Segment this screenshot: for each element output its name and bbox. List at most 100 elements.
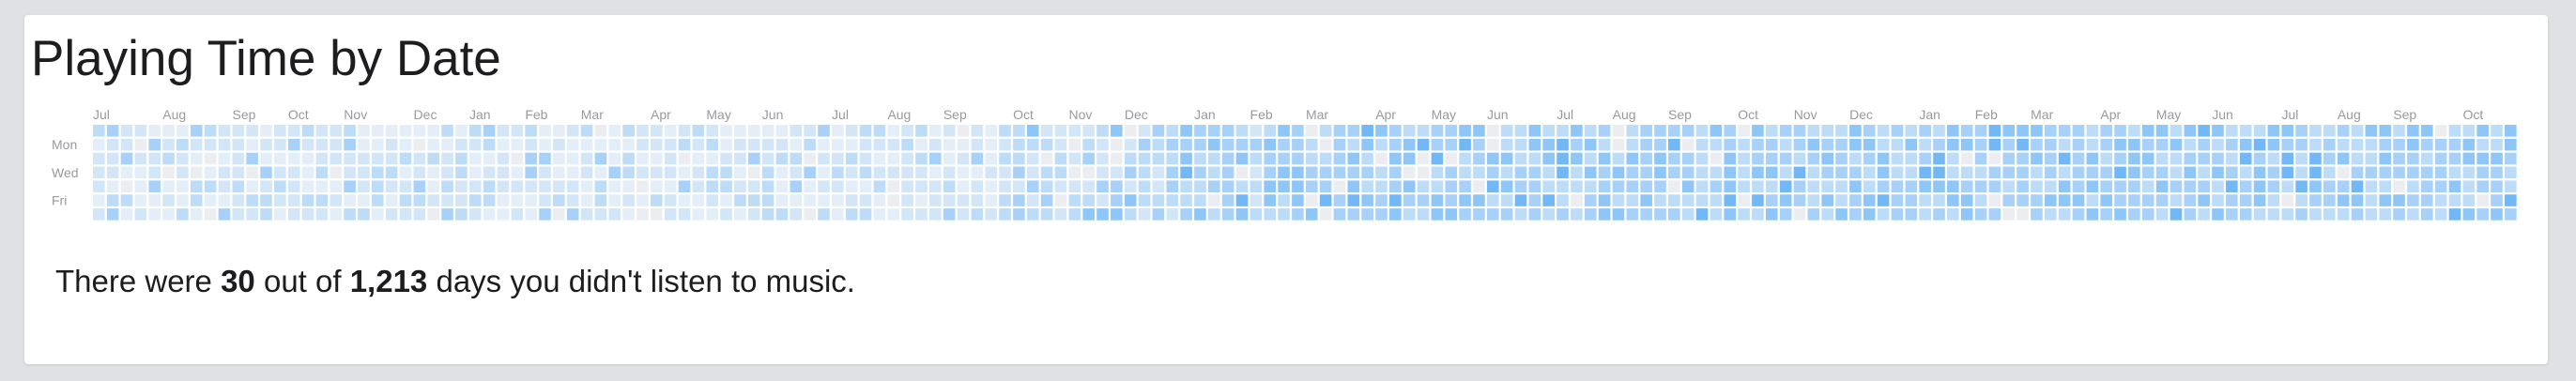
heatmap-cell [2365,180,2378,192]
month-label: Feb [1975,107,1998,122]
heatmap-cell [1891,194,1904,206]
heatmap-cell [1040,208,1053,221]
heatmap-cell [1835,208,1848,221]
heatmap-cell [1417,166,1430,179]
heatmap-cell [190,125,203,137]
heatmap-cell [915,138,928,151]
heatmap-cell [274,208,286,221]
heatmap-cell [1333,125,1346,137]
heatmap-cell [594,180,607,192]
heatmap-cell [1849,180,1862,192]
heatmap-cell [120,180,133,192]
heatmap-cell [1598,138,1611,151]
chart-title: Playing Time by Date [31,31,501,86]
month-label: Aug [887,107,911,122]
heatmap-cell [985,194,997,206]
heatmap-cell [204,194,217,206]
heatmap-cell [678,125,691,137]
heatmap-cell [580,194,593,206]
heatmap-cell [929,152,942,165]
heatmap-cell [2226,180,2238,192]
heatmap-cell [1556,166,1569,179]
heatmap-cell [399,180,412,192]
heatmap-cell [2184,125,2197,137]
heatmap-cell [427,152,439,165]
heatmap-cell [106,208,119,221]
heatmap-cell [1389,208,1402,221]
heatmap-cell [1584,152,1597,165]
heatmap-cell [1389,166,1402,179]
heatmap-cell [1124,152,1137,165]
heatmap-cell [2281,180,2294,192]
heatmap-cell [747,125,760,137]
heatmap-cell [2323,125,2336,137]
heatmap-cell [1681,152,1694,165]
heatmap-cell [1863,138,1876,151]
heatmap-cell [1974,152,1987,165]
heatmap-cell [1487,166,1499,179]
heatmap-cell [1905,208,1918,221]
heatmap-cell [2031,138,2043,151]
heatmap-cell [1571,138,1583,151]
heatmap-cell [915,125,928,137]
heatmap-cell [1584,180,1597,192]
heatmap-cell [1779,208,1792,221]
heatmap-cell [2086,152,2099,165]
heatmap-cell [566,180,579,192]
heatmap-cell [1292,152,1304,165]
heatmap-cell [511,166,524,179]
heatmap-cell [2420,180,2433,192]
heatmap-cell [901,152,913,165]
heatmap-cell [1194,125,1206,137]
heatmap-cell [566,152,579,165]
heatmap-cell [1166,194,1179,206]
heatmap-cell [720,194,732,206]
heatmap-cell [2031,180,2043,192]
heatmap-cell [845,194,858,206]
heatmap-cell [1919,125,1931,137]
heatmap-cell [1974,125,1987,137]
heatmap-cell [1668,208,1680,221]
heatmap-cell [1194,166,1206,179]
heatmap-cell [1319,208,1332,221]
heatmap-cell [2309,152,2322,165]
month-label: Jan [1194,107,1216,122]
heatmap-cell [1752,125,1764,137]
heatmap-cell [1863,166,1876,179]
heatmap-cell [246,194,258,206]
heatmap-cell [832,152,844,165]
heatmap-cell [2448,194,2461,206]
heatmap-cell [1612,138,1625,151]
heatmap-cell [775,166,789,179]
heatmap-cell [1375,194,1388,206]
heatmap-cell [636,166,649,179]
heatmap-cell [218,180,231,192]
heatmap-cell [190,180,203,192]
heatmap-cell [497,152,510,165]
heatmap-cell [2128,152,2140,165]
heatmap-cell [1347,138,1360,151]
month-label: Dec [414,107,437,122]
heatmap-cell [2002,152,2016,165]
heatmap-cell [1821,125,1833,137]
heatmap-cell [1138,180,1151,192]
heatmap-cell [1278,138,1290,151]
heatmap-cell [1082,180,1095,192]
heatmap-cell [1947,180,1959,192]
heatmap-cell [1347,194,1360,206]
heatmap-cell [2002,166,2016,179]
heatmap-cell [1389,194,1402,206]
heatmap-cell [734,194,746,206]
heatmap-cell [734,208,746,221]
heatmap-cell [1766,180,1778,192]
heatmap-cell [1180,138,1192,151]
heatmap-cell [1068,152,1081,165]
heatmap-cell [232,180,245,192]
heatmap-cell [1710,166,1723,179]
month-label: Oct [2463,107,2484,122]
heatmap-cell [1849,125,1862,137]
heatmap-cell [957,152,970,165]
heatmap-cell [1695,125,1709,137]
heatmap-cell [162,208,175,221]
heatmap-cell [1459,180,1471,192]
